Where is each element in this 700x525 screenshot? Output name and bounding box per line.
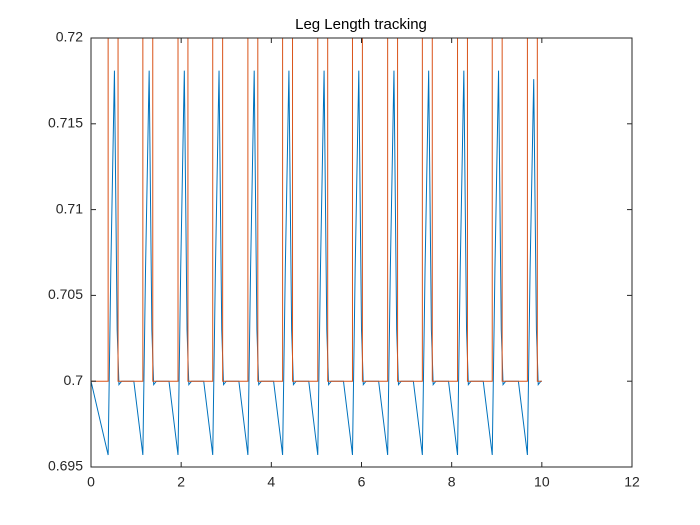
y-tick-label: 0.72 [56,29,83,45]
x-tick-label: 2 [177,474,185,490]
chart-title: Leg Length tracking [295,16,427,33]
x-tick-label: 8 [448,474,456,490]
x-tick-label: 10 [534,474,550,490]
x-tick-label: 0 [87,474,95,490]
y-tick-label: 0.705 [48,286,83,302]
x-tick-label: 12 [624,474,640,490]
y-tick-label: 0.71 [56,200,83,216]
series-line [91,70,542,456]
y-tick-label: 0.695 [48,458,83,474]
lines [91,38,542,456]
plot-area [91,38,632,467]
series-line [91,38,542,382]
x-tick-label: 6 [358,474,366,490]
x-tick-label: 4 [267,474,275,490]
y-tick-label: 0.715 [48,115,83,131]
y-tick-label: 0.7 [64,372,84,388]
